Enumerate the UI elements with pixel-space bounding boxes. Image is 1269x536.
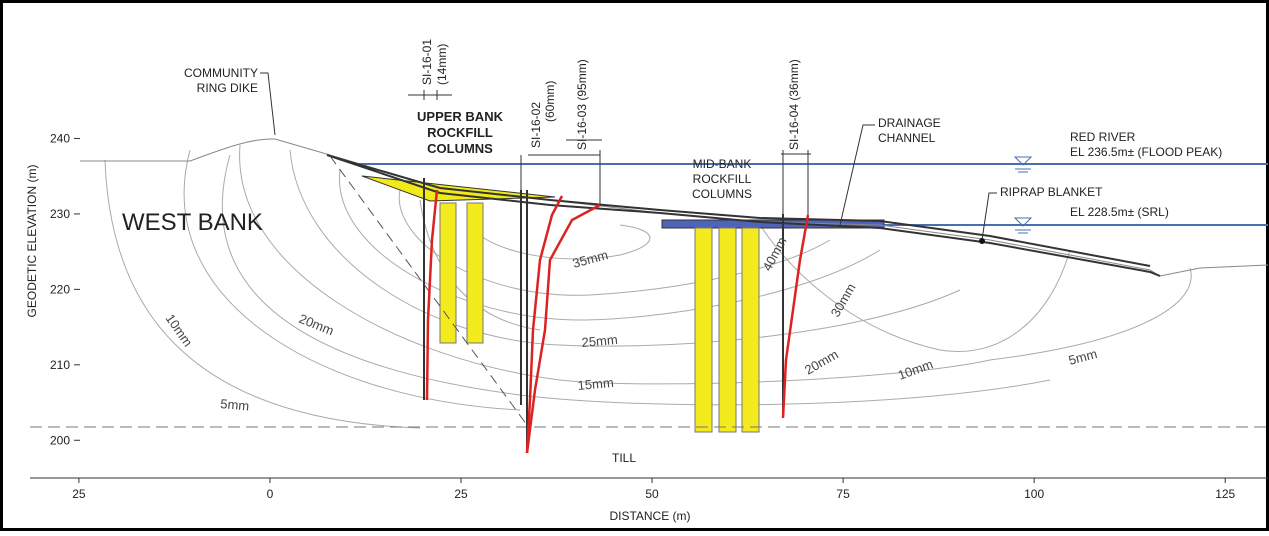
instrument-label: (60mm)	[543, 81, 557, 122]
contour-label: 25mm	[581, 332, 618, 350]
label: TILL	[612, 451, 636, 465]
x-tick-label: 125	[1215, 487, 1235, 501]
x-axis-label: DISTANCE (m)	[609, 509, 690, 523]
contour-label: 5mm	[220, 396, 250, 413]
label: EL 236.5m± (FLOOD PEAK)	[1070, 145, 1222, 159]
x-tick-label: 50	[645, 487, 659, 501]
instrument-label: SI-16-04 (36mm)	[787, 59, 801, 150]
riprap-dot	[979, 238, 985, 244]
y-tick-label: 220	[50, 282, 70, 296]
section-diagram: GEODETIC ELEVATION (m) DISTANCE (m) COMM…	[0, 0, 1269, 531]
x-tick-label: 100	[1024, 487, 1044, 501]
label: UPPER BANK	[417, 109, 504, 124]
label: EL 228.5m± (SRL)	[1070, 205, 1169, 219]
instrument-label: SI-16-03 (95mm)	[575, 59, 589, 150]
x-tick-label: 75	[836, 487, 850, 501]
label: ROCKFILL	[693, 172, 752, 186]
instrument-label: SI-16-02	[529, 102, 543, 148]
label: RING DIKE	[197, 81, 258, 95]
x-tick-label: 25	[72, 487, 86, 501]
y-tick-label: 230	[50, 207, 70, 221]
label: RED RIVER	[1070, 130, 1136, 144]
y-tick-label: 210	[50, 358, 70, 372]
y-axis-label: GEODETIC ELEVATION (m)	[25, 165, 39, 318]
label: WEST BANK	[122, 209, 263, 236]
label: CHANNEL	[878, 131, 936, 145]
x-tick-label: 25	[454, 487, 468, 501]
contour-label: 15mm	[577, 375, 614, 393]
label: COMMUNITY	[184, 66, 258, 80]
y-tick-label: 200	[50, 433, 70, 447]
label: ROCKFILL	[427, 125, 493, 140]
label: RIPRAP BLANKET	[1000, 185, 1103, 199]
upper-columns-label: UPPER BANK ROCKFILL COLUMNS	[417, 109, 504, 156]
label: DRAINAGE	[878, 116, 941, 130]
instrument-label: SI-16-01	[420, 39, 434, 85]
x-tick-label: 0	[267, 487, 274, 501]
label: COLUMNS	[427, 141, 493, 156]
label: COLUMNS	[692, 187, 752, 201]
label: MID-BANK	[693, 157, 752, 171]
instrument-label: (14mm)	[435, 44, 449, 85]
y-tick-label: 240	[50, 131, 70, 145]
